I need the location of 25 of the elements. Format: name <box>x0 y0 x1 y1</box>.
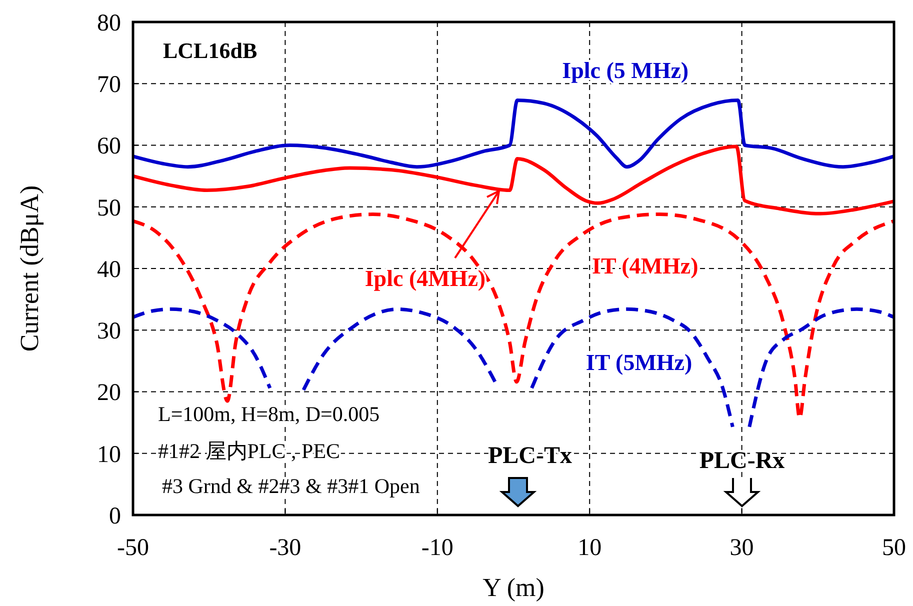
y-axis-title: Current (dBμA) <box>15 185 44 352</box>
y-tick-label: 70 <box>97 72 121 98</box>
y-tick-label: 80 <box>97 10 121 36</box>
annotation: PLC-Rx <box>699 448 785 474</box>
y-tick-label: 30 <box>97 318 121 345</box>
x-tick-label: 10 <box>578 535 602 561</box>
y-tick-label: 20 <box>97 380 121 406</box>
x-tick-label: -30 <box>269 535 302 561</box>
x-axis-title: Y (m) <box>482 573 544 602</box>
x-tick-label: -50 <box>117 535 149 561</box>
y-tick-label: 40 <box>97 256 121 283</box>
series-label: IT (5MHz) <box>586 350 692 376</box>
series-label: Iplc (5 MHz) <box>562 58 689 84</box>
y-tick-label: 10 <box>97 442 121 468</box>
x-tick-label: 50 <box>882 535 906 561</box>
y-tick-label: 50 <box>97 195 121 222</box>
text: Iplc (4MHz) <box>364 266 486 291</box>
x-tick-label: -10 <box>421 535 454 561</box>
y-tick-label: 60 <box>97 134 121 160</box>
y-tick-label: 0 <box>109 503 121 530</box>
annotation: LCL16dB <box>163 38 258 63</box>
x-tick-label: 30 <box>730 535 754 561</box>
annotation: L=100m, H=8m, D=0.005 <box>158 402 380 426</box>
annotation: PLC-Tx <box>488 443 572 469</box>
annotation: #3 Grnd & #2#3 & #3#1 Open <box>162 474 420 498</box>
